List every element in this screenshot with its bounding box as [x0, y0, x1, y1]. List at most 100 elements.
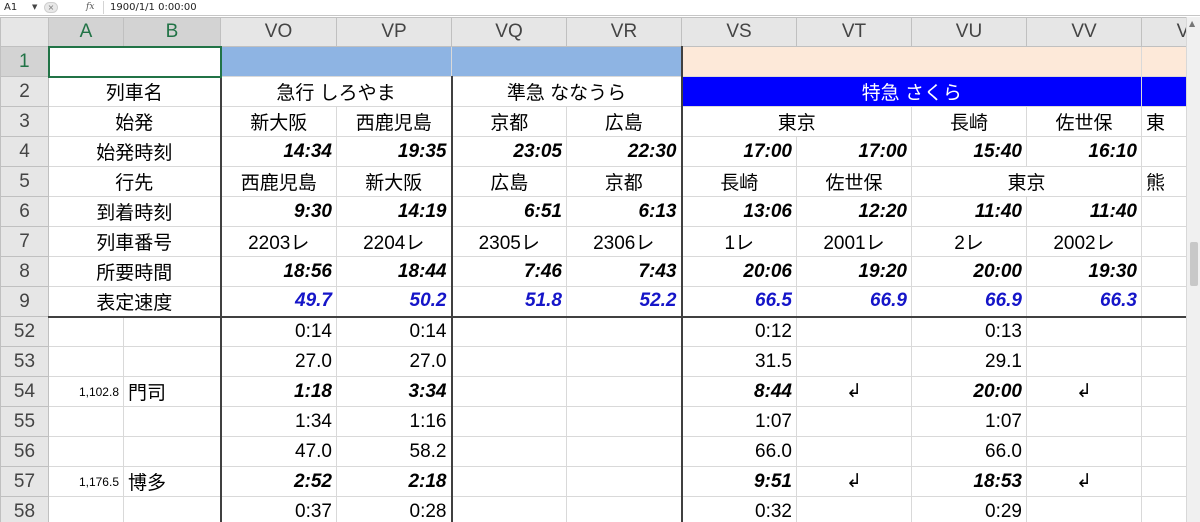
label-train-name[interactable]: 列車名 — [48, 76, 222, 107]
cell[interactable] — [566, 346, 683, 377]
cell-vu-origin-time[interactable]: 15:40 — [911, 136, 1027, 167]
cell-vp-destination[interactable]: 新大阪 — [336, 166, 453, 197]
chevron-down-icon[interactable]: ▼ — [32, 3, 38, 11]
column-header-vu[interactable]: VU — [911, 17, 1027, 47]
cell-vs-52[interactable]: 0:12 — [681, 316, 797, 347]
cell[interactable] — [566, 406, 683, 437]
row-header-52[interactable]: 52 — [0, 316, 49, 347]
cell[interactable] — [123, 346, 222, 377]
cell-vt-destination[interactable]: 佐世保 — [796, 166, 912, 197]
cell-vt-duration[interactable]: 19:20 — [796, 256, 912, 287]
cell[interactable] — [48, 496, 124, 522]
row-header-2[interactable]: 2 — [0, 76, 49, 107]
cell[interactable] — [1026, 316, 1142, 347]
cell-moji-km[interactable]: 1,102.8 — [48, 376, 124, 407]
cell-vq-origin[interactable]: 京都 — [451, 106, 567, 137]
cell[interactable] — [451, 496, 567, 522]
cell[interactable] — [123, 496, 222, 522]
cell[interactable] — [1026, 406, 1142, 437]
cell-vo-54[interactable]: 1:18 — [220, 376, 337, 407]
label-destination[interactable]: 行先 — [48, 166, 222, 197]
cell-vq-arrival[interactable]: 6:51 — [451, 196, 567, 227]
cell-hakata-name[interactable]: 博多 — [123, 466, 222, 497]
cell-vq-number[interactable]: 2305レ — [451, 226, 567, 257]
row-header-58[interactable]: 58 — [0, 496, 49, 522]
name-box[interactable]: A1 — [4, 2, 18, 13]
cell[interactable] — [123, 316, 222, 347]
cell-moji-name[interactable]: 門司 — [123, 376, 222, 407]
cell[interactable] — [796, 436, 912, 467]
row-header-53[interactable]: 53 — [0, 346, 49, 377]
cell-group-header[interactable] — [220, 46, 452, 77]
cell-vv-number[interactable]: 2002レ — [1026, 226, 1142, 257]
column-header-vp[interactable]: VP — [336, 17, 452, 47]
cell-vu-55[interactable]: 1:07 — [911, 406, 1027, 437]
cell[interactable] — [48, 346, 124, 377]
cell-vr-origin[interactable]: 広島 — [566, 106, 683, 137]
cell[interactable] — [451, 406, 567, 437]
column-header-vs[interactable]: VS — [681, 17, 797, 47]
cell-vo-56[interactable]: 47.0 — [220, 436, 337, 467]
cell-vt-54[interactable]: ↲ — [796, 376, 912, 407]
label-arrival-time[interactable]: 到着時刻 — [48, 196, 222, 227]
cell-vo-origin[interactable]: 新大阪 — [220, 106, 337, 137]
cell-vu-56[interactable]: 66.0 — [911, 436, 1027, 467]
cell[interactable] — [796, 406, 912, 437]
cell[interactable] — [1026, 496, 1142, 522]
cell[interactable] — [796, 316, 912, 347]
label-speed[interactable]: 表定速度 — [48, 286, 222, 318]
cell-vo-number[interactable]: 2203レ — [220, 226, 337, 257]
cell-vu-speed[interactable]: 66.9 — [911, 286, 1027, 318]
cell-vu-53[interactable]: 29.1 — [911, 346, 1027, 377]
cell-vu-58[interactable]: 0:29 — [911, 496, 1027, 522]
cell[interactable] — [566, 436, 683, 467]
cell[interactable] — [123, 406, 222, 437]
cell-vp-55[interactable]: 1:16 — [336, 406, 453, 437]
cell[interactable] — [796, 346, 912, 377]
cell[interactable] — [48, 436, 124, 467]
cell-vo-origin-time[interactable]: 14:34 — [220, 136, 337, 167]
label-origin-time[interactable]: 始発時刻 — [48, 136, 222, 167]
cell[interactable] — [451, 436, 567, 467]
cell-vt-number[interactable]: 2001レ — [796, 226, 912, 257]
cell-vp-origin-time[interactable]: 19:35 — [336, 136, 453, 167]
cell-vt-57[interactable]: ↲ — [796, 466, 912, 497]
row-header-6[interactable]: 6 — [0, 196, 49, 227]
cell-vq-origin-time[interactable]: 23:05 — [451, 136, 567, 167]
cell[interactable] — [566, 496, 683, 522]
close-icon[interactable]: × — [44, 2, 58, 13]
cell-vv-57[interactable]: ↲ — [1026, 466, 1142, 497]
cell-group-header[interactable] — [451, 46, 683, 77]
cell-vu-duration[interactable]: 20:00 — [911, 256, 1027, 287]
cell[interactable] — [451, 466, 567, 497]
cell-vr-destination[interactable]: 京都 — [566, 166, 683, 197]
row-header-3[interactable]: 3 — [0, 106, 49, 137]
row-header-57[interactable]: 57 — [0, 466, 49, 497]
cell-vr-duration[interactable]: 7:43 — [566, 256, 683, 287]
cell[interactable] — [566, 466, 683, 497]
cell-vs-duration[interactable]: 20:06 — [681, 256, 797, 287]
label-duration[interactable]: 所要時間 — [48, 256, 222, 287]
column-header-vr[interactable]: VR — [566, 17, 682, 47]
cell-vp-number[interactable]: 2204レ — [336, 226, 453, 257]
group-shiroyama[interactable]: 急行 しろやま — [220, 76, 453, 107]
cell[interactable] — [451, 346, 567, 377]
group-nanaura[interactable]: 準急 ななうら — [451, 76, 683, 107]
cell-vs-origin-time[interactable]: 17:00 — [681, 136, 797, 167]
cell-vs-origin[interactable]: 東京 — [681, 106, 912, 137]
cell-vo-arrival[interactable]: 9:30 — [220, 196, 337, 227]
group-sakura[interactable]: 特急 さくら — [681, 76, 1142, 107]
cell-hakata-km[interactable]: 1,176.5 — [48, 466, 124, 497]
row-header-56[interactable]: 56 — [0, 436, 49, 467]
cell-vv-speed[interactable]: 66.3 — [1026, 286, 1142, 318]
cell-vs-57[interactable]: 9:51 — [681, 466, 797, 497]
cell-vp-duration[interactable]: 18:44 — [336, 256, 453, 287]
cell-vr-speed[interactable]: 52.2 — [566, 286, 683, 318]
cell-vq-destination[interactable]: 広島 — [451, 166, 567, 197]
formula-input[interactable]: 1900/1/1 0:00:00 — [103, 1, 1196, 14]
cell-vu-number[interactable]: 2レ — [911, 226, 1027, 257]
cell-vs-53[interactable]: 31.5 — [681, 346, 797, 377]
cell-vu-52[interactable]: 0:13 — [911, 316, 1027, 347]
cell-vs-arrival[interactable]: 13:06 — [681, 196, 797, 227]
cell-vr-number[interactable]: 2306レ — [566, 226, 683, 257]
